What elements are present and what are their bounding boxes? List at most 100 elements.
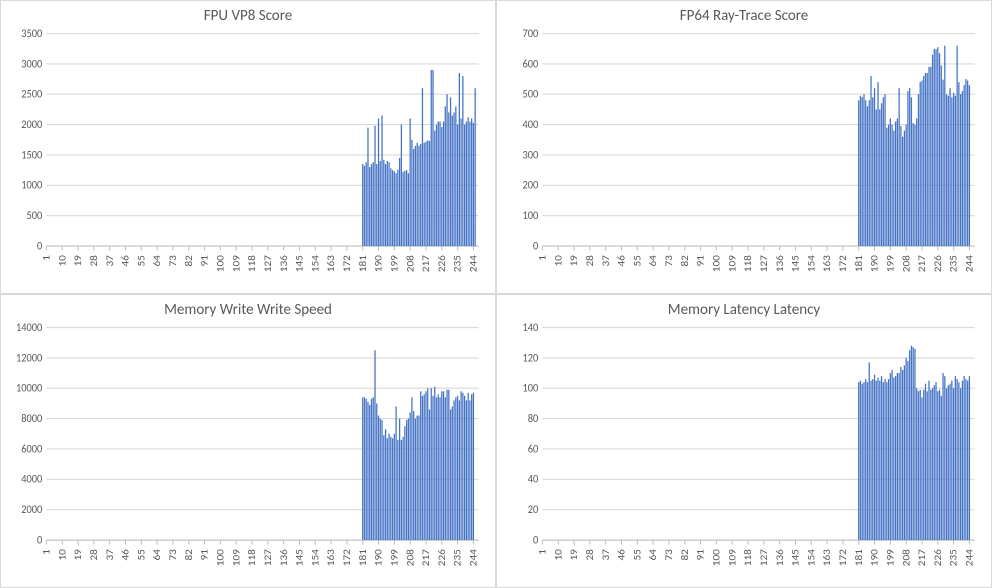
svg-text:64: 64 (151, 549, 163, 561)
svg-text:199: 199 (884, 549, 896, 567)
bar (415, 419, 416, 540)
bar (865, 100, 866, 246)
bar (473, 393, 474, 540)
chart-title: Memory Write Write Speed (9, 301, 487, 319)
bar (420, 391, 421, 540)
bar (948, 96, 949, 246)
svg-text:235: 235 (451, 549, 463, 566)
bar (948, 385, 949, 540)
bar (373, 397, 374, 540)
bar (913, 347, 914, 540)
bar (376, 164, 377, 246)
svg-text:154: 154 (309, 549, 321, 567)
svg-text:118: 118 (742, 549, 754, 567)
bar (406, 170, 407, 246)
bar (374, 350, 375, 540)
svg-text:100: 100 (522, 381, 538, 395)
bar (385, 164, 386, 246)
bar (898, 373, 899, 540)
svg-text:244: 244 (963, 549, 975, 567)
bar (457, 396, 458, 540)
bar (944, 376, 945, 540)
svg-text:82: 82 (182, 255, 194, 267)
bar (424, 394, 425, 540)
bar (397, 170, 398, 247)
chart-title: FP64 Ray-Trace Score (505, 7, 983, 25)
svg-text:208: 208 (900, 549, 912, 567)
bar (904, 365, 905, 540)
bar (939, 53, 940, 246)
bar (930, 390, 931, 540)
svg-text:46: 46 (119, 549, 131, 561)
svg-text:40: 40 (528, 472, 539, 486)
bar (886, 382, 887, 540)
bar (906, 125, 907, 246)
svg-text:100: 100 (214, 255, 226, 273)
bar (362, 164, 363, 246)
bar (411, 140, 412, 246)
svg-text:2000: 2000 (21, 503, 43, 517)
svg-text:235: 235 (947, 255, 959, 272)
svg-text:127: 127 (757, 255, 769, 273)
plot-area: 0500100015002000250030003500110192837465… (9, 29, 487, 289)
bar (946, 94, 947, 246)
bar (886, 128, 887, 246)
svg-text:1: 1 (536, 549, 548, 555)
svg-text:3500: 3500 (21, 29, 43, 40)
bar (881, 103, 882, 246)
bar (869, 362, 870, 540)
bar (925, 384, 926, 540)
svg-text:163: 163 (325, 255, 337, 273)
bar (460, 119, 461, 247)
bar (411, 397, 412, 540)
svg-text:190: 190 (372, 255, 384, 273)
svg-text:80: 80 (528, 412, 539, 426)
bar (932, 388, 933, 540)
bar (464, 396, 465, 540)
bar (381, 420, 382, 540)
bar (921, 81, 922, 246)
bar (395, 173, 396, 246)
svg-text:172: 172 (340, 549, 352, 567)
bar (450, 97, 451, 246)
svg-text:199: 199 (884, 255, 896, 273)
bar (969, 376, 970, 540)
chart-mem_write: Memory Write Write Speed0200040006000800… (0, 294, 496, 588)
svg-text:91: 91 (198, 255, 210, 267)
bar (464, 125, 465, 246)
svg-text:226: 226 (435, 549, 447, 567)
svg-text:163: 163 (821, 255, 833, 273)
bar (953, 388, 954, 540)
chart-mem_latency: Memory Latency Latency020406080100120140… (496, 294, 992, 588)
bar (942, 80, 943, 246)
bar (460, 391, 461, 540)
bar (378, 119, 379, 247)
svg-text:118: 118 (742, 255, 754, 273)
bar (904, 131, 905, 246)
svg-text:244: 244 (963, 255, 975, 273)
svg-text:145: 145 (293, 549, 305, 566)
svg-text:100: 100 (710, 255, 722, 273)
bar (466, 400, 467, 540)
svg-text:172: 172 (836, 255, 848, 273)
bar (890, 119, 891, 247)
bar (891, 370, 892, 540)
bar (459, 400, 460, 540)
svg-text:244: 244 (467, 255, 479, 273)
bar (453, 400, 454, 540)
bar (907, 361, 908, 540)
bar (390, 168, 391, 246)
bar (408, 419, 409, 540)
bar (402, 172, 403, 246)
svg-text:217: 217 (420, 255, 432, 273)
svg-text:28: 28 (87, 549, 99, 561)
bar (431, 70, 432, 246)
bar (958, 382, 959, 540)
svg-text:109: 109 (726, 549, 738, 567)
bar (408, 173, 409, 246)
svg-text:109: 109 (230, 549, 242, 567)
bar (941, 65, 942, 246)
bar (374, 126, 375, 246)
bar (883, 382, 884, 540)
bar (925, 73, 926, 246)
